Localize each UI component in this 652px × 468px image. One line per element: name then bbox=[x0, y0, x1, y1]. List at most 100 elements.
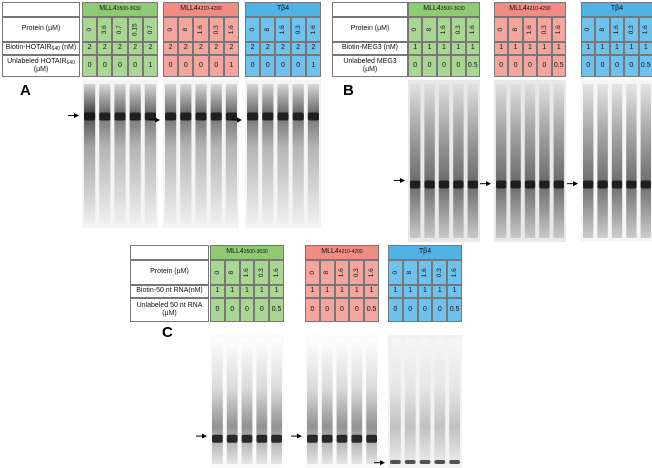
gel-band bbox=[277, 112, 289, 121]
gel-band bbox=[225, 112, 237, 121]
gel-lane bbox=[467, 84, 478, 238]
gel-band bbox=[438, 180, 450, 189]
value-text: 0.3 bbox=[436, 267, 444, 278]
value-text: 2 bbox=[102, 44, 107, 52]
value-text: 0 bbox=[456, 61, 461, 69]
value-text: 0.3 bbox=[258, 267, 266, 278]
value-text: 0 bbox=[340, 305, 344, 313]
row-label: Biotin-MEG3 (nM) bbox=[332, 42, 408, 55]
value-cell: 0 bbox=[193, 55, 209, 77]
value-text: 8 bbox=[598, 27, 606, 32]
value-cell: 0 bbox=[127, 55, 143, 77]
value-text: 1.6 bbox=[272, 267, 280, 278]
value-cell: 2 bbox=[97, 42, 113, 55]
value-cell: 0.3 bbox=[451, 17, 466, 42]
value-text: 1 bbox=[340, 287, 344, 295]
value-cell: 1 bbox=[319, 285, 335, 298]
value-text: 8 bbox=[406, 270, 414, 275]
row-label: Unlabeled MEG3 (µM) bbox=[332, 55, 408, 77]
value-text: 0.5 bbox=[467, 61, 478, 69]
value-text: 1.6 bbox=[227, 24, 235, 35]
value-cell: 1 bbox=[305, 285, 320, 298]
value-text: 1 bbox=[556, 44, 561, 52]
label-after: (µM) bbox=[33, 66, 49, 74]
value-cell: 1.6 bbox=[275, 17, 291, 42]
gel-band bbox=[496, 180, 507, 189]
value-cell: 0 bbox=[349, 298, 365, 322]
group-header: MLL4 4210-4290 bbox=[494, 2, 566, 17]
value-cell: 0 bbox=[305, 298, 320, 322]
value-text: 2 bbox=[281, 44, 285, 52]
group-name: MLL4 bbox=[99, 5, 117, 13]
value-text: 0.5 bbox=[366, 305, 377, 313]
value-text: 0 bbox=[413, 61, 418, 69]
gel-lane bbox=[449, 339, 460, 464]
value-text: 2 bbox=[311, 44, 316, 52]
value-cell: 0 bbox=[522, 55, 538, 77]
gel-band bbox=[241, 434, 253, 443]
gel-band bbox=[640, 180, 651, 189]
value-cell: 0.5 bbox=[269, 298, 284, 322]
value-cell: 0 bbox=[97, 55, 113, 77]
value-cell: 0.3 bbox=[432, 260, 448, 285]
value-text: 1 bbox=[230, 287, 235, 295]
value-cell: 2 bbox=[290, 42, 306, 55]
gel-band bbox=[271, 434, 282, 443]
value-cell: 0 bbox=[537, 55, 552, 77]
gel-band bbox=[524, 180, 536, 189]
gel-band bbox=[212, 434, 223, 443]
gel-lane bbox=[256, 339, 268, 464]
gel-lane bbox=[307, 84, 319, 224]
value-cell: 1.6 bbox=[305, 17, 321, 42]
gel-band bbox=[321, 434, 333, 443]
value-cell: 8 bbox=[422, 17, 437, 42]
value-text: 1.6 bbox=[309, 24, 317, 35]
value-text: 1 bbox=[369, 287, 374, 295]
gel-lane bbox=[84, 84, 96, 224]
value-cell: 0 bbox=[508, 55, 523, 77]
label-text: Unlabeled MEG3 bbox=[343, 57, 397, 65]
row-label: Protein (µM) bbox=[2, 17, 80, 42]
value-text: 1.6 bbox=[367, 267, 375, 278]
group-header: MLL4 4210-4290 bbox=[305, 245, 379, 260]
value-cell: 1.6 bbox=[239, 260, 255, 285]
value-text: 1.6 bbox=[338, 267, 346, 278]
value-cell: 0.5 bbox=[638, 55, 652, 77]
value-cell: 0 bbox=[245, 17, 261, 42]
label-text: Protein (µM) bbox=[21, 25, 61, 33]
group-name: MLL4 bbox=[180, 5, 198, 13]
value-cell: 0 bbox=[305, 260, 320, 285]
value-cell: 0.15 bbox=[127, 17, 143, 42]
group-name: MLL4 bbox=[423, 5, 441, 13]
value-text: 1.6 bbox=[642, 24, 650, 35]
value-cell: 0 bbox=[319, 298, 335, 322]
gel-band bbox=[165, 112, 177, 121]
group-name: MLL4 bbox=[321, 248, 339, 256]
value-text: 1 bbox=[310, 287, 315, 295]
value-text: 1.6 bbox=[555, 24, 563, 35]
gel-lane bbox=[336, 339, 348, 464]
group-header: MLL4 3500-3630 bbox=[210, 245, 284, 260]
value-text: 1 bbox=[452, 287, 457, 295]
value-cell: 8 bbox=[260, 17, 276, 42]
gel-band bbox=[195, 112, 207, 121]
value-cell: 0 bbox=[494, 55, 509, 77]
value-cell: 0 bbox=[254, 298, 270, 322]
value-cell: 1 bbox=[388, 285, 403, 298]
value-text: 1 bbox=[442, 44, 446, 52]
label-text: Biotin-HOTAIR bbox=[5, 44, 52, 52]
value-text: 1 bbox=[311, 61, 316, 69]
value-cell: 8 bbox=[508, 17, 523, 42]
row-label-text: Biotin-MEG3 (nM) bbox=[342, 44, 398, 52]
gel-band bbox=[553, 180, 564, 189]
value-cell: 2 bbox=[112, 42, 128, 55]
gel-lane bbox=[434, 339, 446, 464]
value-cell: 1 bbox=[624, 42, 639, 55]
value-text: 2 bbox=[133, 44, 138, 52]
gel-band bbox=[129, 112, 141, 121]
row-label: Protein (µM) bbox=[332, 17, 408, 42]
value-text: 1 bbox=[427, 44, 432, 52]
gel-lane bbox=[195, 84, 207, 224]
value-text: 1 bbox=[354, 287, 359, 295]
